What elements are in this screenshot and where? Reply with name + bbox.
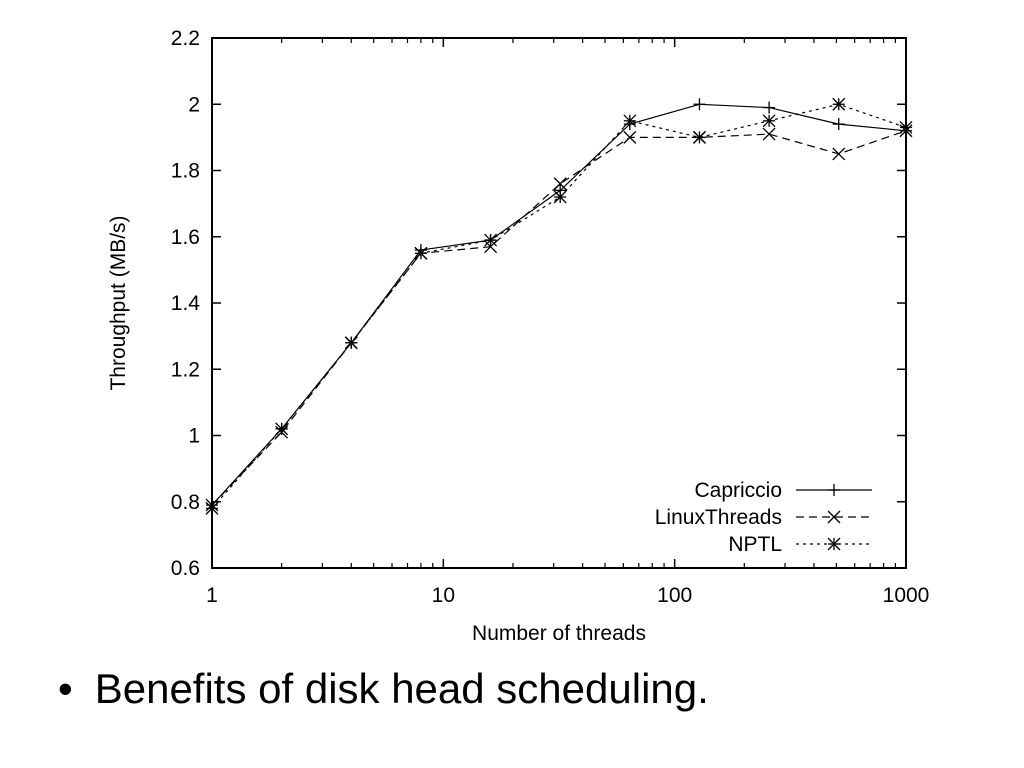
marker-stroke [553,177,567,191]
legend-item-linuxthreads: LinuxThreads [655,506,872,529]
data-point-star [827,537,841,551]
series-line [211,103,907,506]
data-point-cross [553,177,567,191]
data-point-star [275,422,289,436]
legend-item-capriccio: Capriccio [694,479,872,502]
y-tick-label: 2.2 [171,27,200,50]
marker-stroke [553,190,567,204]
plot-frame [211,37,907,569]
data-point-star [484,233,498,247]
data-point-star [205,501,219,515]
caption-bullet-item: • Benefits of disk head scheduling. [58,665,709,713]
data-point-star [553,190,567,204]
marker-stroke [484,240,498,254]
tick-labels: 0.6 0.8 1 1.2 1.4 1.6 1.8 2 2.2 1 10 100 1000 [171,27,930,607]
data-point-star [832,97,846,111]
series-capriccio [206,98,912,512]
marker-stroke [623,130,637,144]
y-tick-label: 1 [188,425,200,448]
legend: Capriccio LinuxThreads NPTL [655,479,872,556]
data-point-plus [832,118,845,131]
x-axis-label: Number of threads [472,622,646,645]
marker-stroke [762,114,776,128]
marker-stroke [344,336,358,350]
data-point-star [899,120,913,134]
legend-label: LinuxThreads [655,506,782,529]
y-tick-label: 0.6 [171,557,200,580]
marker-stroke [762,127,776,141]
legend-label: Capriccio [694,479,782,502]
x-tick-label: 1000 [883,584,930,607]
x-tick-label: 1 [206,584,218,607]
marker-stroke [832,97,846,111]
data-point-cross [762,127,776,141]
series-nptl [205,97,913,515]
marker-stroke [832,147,846,161]
axis-ticks [211,37,907,569]
data-point-cross [832,147,846,161]
data-point-star [414,246,428,260]
y-tick-label: 1.6 [171,226,200,249]
marker-stroke [623,114,637,128]
marker-stroke [827,537,841,551]
x-tick-label: 10 [432,584,455,607]
marker-stroke [693,130,706,144]
data-point-plus [828,484,840,496]
data-point-star [623,114,637,128]
y-tick-label: 1.2 [171,358,200,381]
y-tick-label: 1.4 [171,292,201,315]
bullet-glyph: • [58,665,73,712]
data-point-star [693,130,706,144]
legend-label: NPTL [728,533,782,556]
series-group [205,97,913,515]
series-line [211,130,907,506]
series-line [211,103,907,509]
data-point-cross [827,510,841,524]
x-tick-label: 100 [657,584,692,607]
y-tick-label: 1.8 [171,160,200,183]
caption-text: Benefits of disk head scheduling. [94,665,709,712]
y-tick-label: 2 [188,93,200,116]
marker-stroke [275,422,289,436]
series-linuxthreads [205,124,913,512]
marker-stroke [205,501,219,515]
marker-stroke [414,246,428,260]
legend-item-nptl: NPTL [728,533,872,556]
y-axis-label: Throughput (MB/s) [107,215,130,390]
throughput-chart: 0.6 0.8 1 1.2 1.4 1.6 1.8 2 2.2 1 10 100 1000 Number… [107,27,930,645]
data-point-cross [623,130,637,144]
marker-stroke [827,510,841,524]
data-point-cross [484,240,498,254]
marker-stroke [899,120,913,134]
marker-stroke [484,233,498,247]
y-tick-label: 0.8 [171,491,200,514]
data-point-star [762,114,776,128]
data-point-plus [763,101,776,114]
data-point-star [344,336,358,350]
data-point-plus [693,98,706,111]
